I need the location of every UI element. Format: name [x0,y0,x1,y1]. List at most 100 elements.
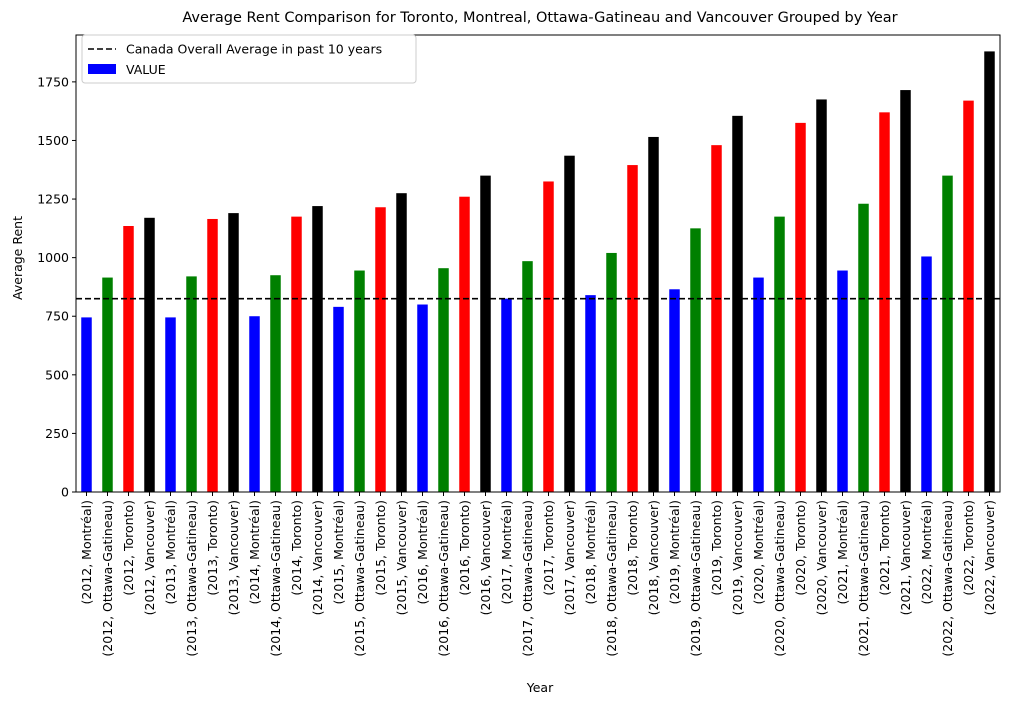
bar [648,136,659,492]
x-tick-label: (2017, Vancouver) [562,500,577,615]
x-tick-label: (2020, Montréal) [751,500,766,604]
x-tick-label: (2021, Vancouver) [898,500,913,615]
x-tick-label: (2016, Toronto) [457,500,472,596]
x-tick-label: (2016, Ottawa-Gatineau) [436,500,451,657]
legend-value-label: VALUE [126,62,166,77]
bar [585,295,596,492]
x-tick-label: (2019, Montréal) [667,500,682,604]
x-tick-label: (2017, Toronto) [541,500,556,596]
y-tick-label: 1500 [37,133,69,148]
x-tick-label: (2012, Vancouver) [142,500,157,615]
bar [837,270,848,492]
legend-frame [81,34,417,84]
bar [270,275,281,492]
x-tick-label: (2022, Ottawa-Gatineau) [940,500,955,657]
bar [81,317,92,492]
x-tick-label: (2016, Montréal) [415,500,430,604]
bar [858,203,869,493]
x-tick-label: (2015, Toronto) [373,500,388,596]
x-tick-label: (2012, Ottawa-Gatineau) [100,500,115,657]
bar [711,145,722,492]
x-tick-label: (2013, Ottawa-Gatineau) [184,500,199,657]
bar [228,213,239,493]
x-tick-label: (2015, Vancouver) [394,500,409,615]
bar [165,317,176,492]
bar [543,181,554,492]
bar [354,270,365,492]
y-tick-label: 1250 [37,192,69,207]
x-tick-label: (2014, Toronto) [289,500,304,596]
legend-reference-line-label: Canada Overall Average in past 10 years [126,42,382,57]
x-tick-label: (2018, Montréal) [583,500,598,604]
x-tick-label: (2015, Ottawa-Gatineau) [352,500,367,657]
x-tick-label: (2012, Montréal) [79,500,94,604]
x-tick-label: (2021, Toronto) [877,500,892,596]
bar [879,112,890,492]
axes-layer [75,34,1001,493]
bar [984,51,995,492]
bars-layer [81,51,995,493]
bar [396,193,407,492]
bar [627,165,638,492]
y-tick-label: 500 [45,367,69,382]
bar [291,216,302,492]
x-tick-label: (2013, Montréal) [163,500,178,604]
x-tick-label: (2022, Vancouver) [982,500,997,615]
legend-value-swatch [88,64,116,74]
x-tick-label: (2020, Toronto) [793,500,808,596]
x-tick-label: (2019, Vancouver) [730,500,745,615]
bar [732,115,743,492]
x-tick-label: (2021, Montréal) [835,500,850,604]
legend: Canada Overall Average in past 10 years … [81,34,417,84]
y-tick-label: 250 [45,426,69,441]
bar [774,216,785,492]
x-ticks: (2012, Montréal) (2012, Ottawa-Gatineau) (… [79,492,997,657]
bar [375,207,386,492]
y-axis-label: Average Rent [10,216,25,300]
x-tick-label: (2019, Toronto) [709,500,724,596]
chart-title: Average Rent Comparison for Toronto, Mon… [182,10,897,26]
y-tick-label: 1000 [37,250,69,265]
bar [459,196,470,492]
bar [123,226,134,492]
x-tick-label: (2014, Ottawa-Gatineau) [268,500,283,657]
bar [501,298,512,492]
bar [312,206,323,492]
y-ticks: 0 250 500 750 1000 1250 1500 1750 [37,74,76,500]
bar [480,175,491,492]
bar [816,99,827,492]
y-tick-label: 1750 [37,74,69,89]
bar [186,276,197,492]
x-tick-label: (2020, Vancouver) [814,500,829,615]
x-tick-label: (2019, Ottawa-Gatineau) [688,500,703,657]
x-tick-label: (2013, Vancouver) [226,500,241,615]
bar [669,289,680,492]
x-tick-label: (2014, Montréal) [247,500,262,604]
x-tick-label: (2021, Ottawa-Gatineau) [856,500,871,657]
bar [522,261,533,492]
x-tick-label: (2020, Ottawa-Gatineau) [772,500,787,657]
bar [249,316,260,492]
bar [606,252,617,492]
bar [690,228,701,492]
bar [438,268,449,492]
x-tick-label: (2022, Toronto) [961,500,976,596]
bar [333,306,344,492]
bar [144,217,155,493]
bar [942,175,953,492]
bar [207,218,218,492]
x-tick-label: (2018, Vancouver) [646,500,661,615]
y-tick-label: 750 [45,309,69,324]
x-tick-label: (2017, Ottawa-Gatineau) [520,500,535,657]
x-tick-label: (2017, Montréal) [499,500,514,604]
bar [417,304,428,492]
x-tick-label: (2018, Ottawa-Gatineau) [604,500,619,657]
bar [963,100,974,493]
bar [753,277,764,492]
x-tick-label: (2012, Toronto) [121,500,136,596]
bar [795,122,806,492]
bar [102,277,113,492]
x-tick-label: (2016, Vancouver) [478,500,493,615]
bar [564,155,575,492]
